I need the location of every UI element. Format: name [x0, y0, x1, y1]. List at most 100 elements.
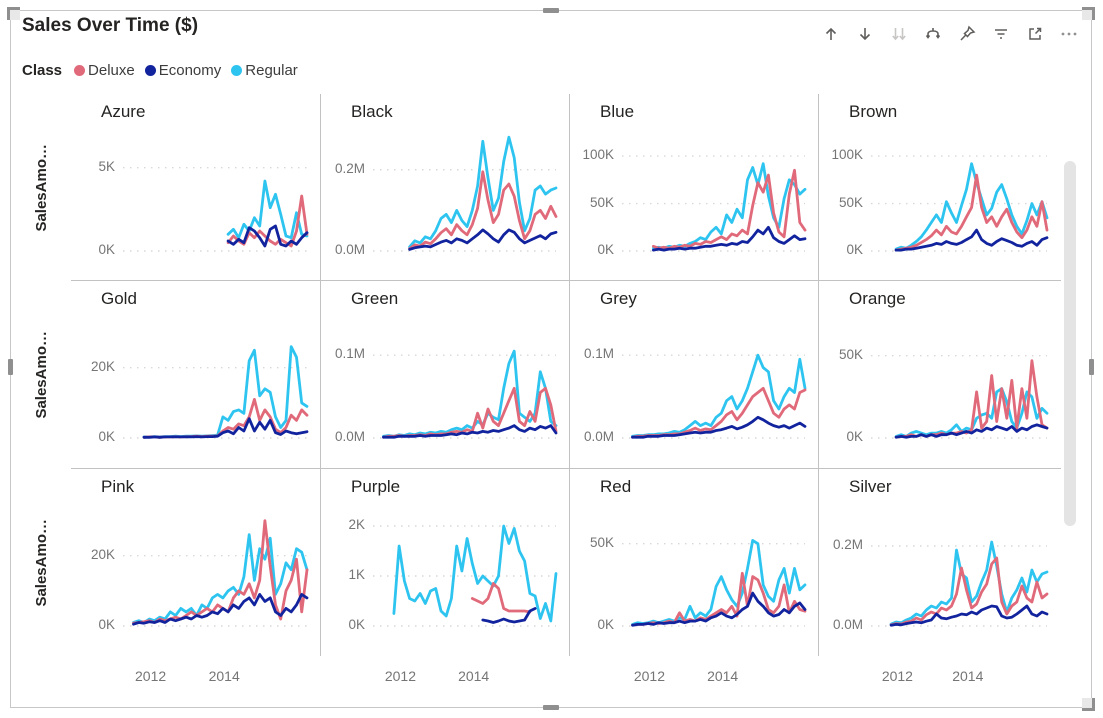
series-line-economy[interactable]: [382, 424, 558, 439]
series-line-regular[interactable]: [408, 135, 558, 249]
drill-next-level-icon[interactable]: [889, 24, 909, 44]
more-options-icon[interactable]: [1059, 24, 1079, 44]
y-tick-label: 0K: [846, 242, 863, 257]
series-line-regular[interactable]: [382, 349, 558, 438]
panel-plot[interactable]: [373, 494, 558, 634]
resize-handle-bottom-right[interactable]: [1082, 698, 1095, 711]
panel-plot[interactable]: [871, 306, 1049, 446]
panel-orange[interactable]: Orange 0K 50K: [819, 281, 1061, 469]
x-axis-strip: 2012 2014: [819, 656, 1061, 692]
resize-handle-top[interactable]: [543, 8, 559, 13]
panel-silver[interactable]: Silver 0.0M 0.2M: [819, 469, 1061, 656]
panel-plot[interactable]: [622, 119, 807, 259]
panel-title: Silver: [849, 477, 892, 496]
series-line-economy[interactable]: [894, 228, 1049, 252]
drill-down-icon[interactable]: [855, 24, 875, 44]
y-tick-label: 0K: [98, 429, 115, 444]
series-line-economy[interactable]: [226, 224, 309, 248]
series-line-economy[interactable]: [132, 593, 309, 626]
series-line-deluxe[interactable]: [382, 386, 558, 439]
y-tick-label: 0.2M: [832, 537, 863, 552]
panel-brown[interactable]: Brown 0K 50K 100K: [819, 94, 1061, 281]
series-line-economy[interactable]: [894, 423, 1049, 439]
series-line-economy[interactable]: [889, 604, 1049, 627]
x-tick-label: 2014: [707, 668, 739, 684]
series-line-deluxe[interactable]: [894, 173, 1049, 252]
panel-plot[interactable]: [123, 119, 309, 259]
panel-title: Pink: [101, 477, 135, 496]
y-tick-label: 50K: [589, 194, 614, 210]
series-line-regular[interactable]: [132, 533, 309, 624]
legend-item-regular[interactable]: Regular: [231, 62, 298, 79]
series-line-deluxe[interactable]: [408, 170, 558, 251]
panel-plot[interactable]: [622, 494, 807, 634]
y-tick-label: 50K: [589, 534, 614, 550]
series-line-deluxe[interactable]: [894, 359, 1049, 439]
panel-grey[interactable]: Grey 0.0M 0.1M: [570, 281, 819, 469]
x-tick-label: 2012: [633, 668, 666, 684]
x-tick-label: 2014: [952, 668, 984, 684]
x-axis-strip: 2012 2014: [71, 656, 321, 692]
panel-gold[interactable]: Gold 0K 20K: [71, 281, 321, 469]
panel-plot[interactable]: [123, 306, 309, 446]
sales-over-time-visual[interactable]: Sales Over Time ($) Class Deluxe Economy R…: [7, 7, 1095, 711]
visual-title: Sales Over Time ($): [22, 15, 199, 36]
panel-azure[interactable]: Azure 0K 5K: [71, 94, 321, 281]
legend-swatch: [144, 65, 156, 76]
y-tick-label: 0.0M: [334, 429, 365, 444]
series-line-economy[interactable]: [481, 607, 537, 624]
panel-red[interactable]: Red 0K 50K: [570, 469, 819, 656]
series-line-regular[interactable]: [226, 179, 309, 240]
series-line-economy[interactable]: [142, 417, 309, 439]
panel-plot[interactable]: [373, 306, 558, 446]
series-line-regular[interactable]: [142, 345, 309, 439]
panel-title: Black: [351, 102, 393, 121]
resize-handle-top-right[interactable]: [1082, 7, 1095, 20]
y-tick-label: 0.1M: [583, 346, 614, 362]
y-tick-label: 0K: [348, 617, 365, 632]
focus-mode-icon[interactable]: [1025, 24, 1045, 44]
panel-title: Red: [600, 477, 632, 496]
legend: Class Deluxe Economy Regular: [22, 62, 298, 79]
series-line-economy[interactable]: [631, 415, 807, 439]
panel-plot[interactable]: [373, 119, 558, 259]
series-line-economy[interactable]: [631, 591, 807, 627]
series-line-regular[interactable]: [651, 162, 807, 250]
panel-plot[interactable]: [871, 119, 1049, 259]
y-tick-label: 0.0M: [583, 429, 614, 444]
resize-handle-left[interactable]: [8, 359, 13, 375]
panel-plot[interactable]: [871, 494, 1049, 634]
resize-handle-bottom[interactable]: [543, 705, 559, 710]
legend-item-label: Regular: [245, 62, 298, 79]
series-line-deluxe[interactable]: [889, 556, 1049, 627]
panel-blue[interactable]: Blue 0K 50K 100K: [570, 94, 819, 281]
series-line-regular[interactable]: [889, 540, 1049, 626]
panel-plot[interactable]: [123, 494, 309, 634]
resize-handle-right[interactable]: [1089, 359, 1094, 375]
vertical-scrollbar-thumb[interactable]: [1064, 161, 1076, 526]
expand-all-icon[interactable]: [923, 24, 943, 44]
series-line-regular[interactable]: [392, 524, 558, 623]
y-axis-title-row-1: SalesAmo…: [32, 143, 50, 232]
panel-green[interactable]: Green 0.0M 0.1M: [321, 281, 570, 469]
y-tick-label: 0.2M: [334, 160, 365, 176]
series-line-regular[interactable]: [894, 162, 1049, 251]
panel-title: Azure: [101, 102, 146, 121]
pin-icon[interactable]: [957, 24, 977, 44]
panel-title: Blue: [600, 102, 635, 121]
series-line-deluxe[interactable]: [132, 519, 309, 625]
series-line-economy[interactable]: [408, 228, 558, 251]
drill-up-icon[interactable]: [821, 24, 841, 44]
panel-plot[interactable]: [622, 306, 807, 446]
resize-handle-top-left[interactable]: [7, 7, 20, 20]
legend-item-economy[interactable]: Economy: [144, 62, 221, 79]
panel-black[interactable]: Black 0.0M 0.2M: [321, 94, 570, 281]
series-line-economy[interactable]: [651, 225, 807, 252]
panel-pink[interactable]: Pink 0K 20K: [71, 469, 321, 656]
panel-purple[interactable]: Purple 0K 1K 2K: [321, 469, 570, 656]
series-line-deluxe[interactable]: [470, 582, 532, 614]
filter-icon[interactable]: [991, 24, 1011, 44]
legend-item-deluxe[interactable]: Deluxe: [74, 62, 135, 79]
panel-title: Green: [351, 289, 399, 308]
panel-title: Purple: [351, 477, 401, 496]
